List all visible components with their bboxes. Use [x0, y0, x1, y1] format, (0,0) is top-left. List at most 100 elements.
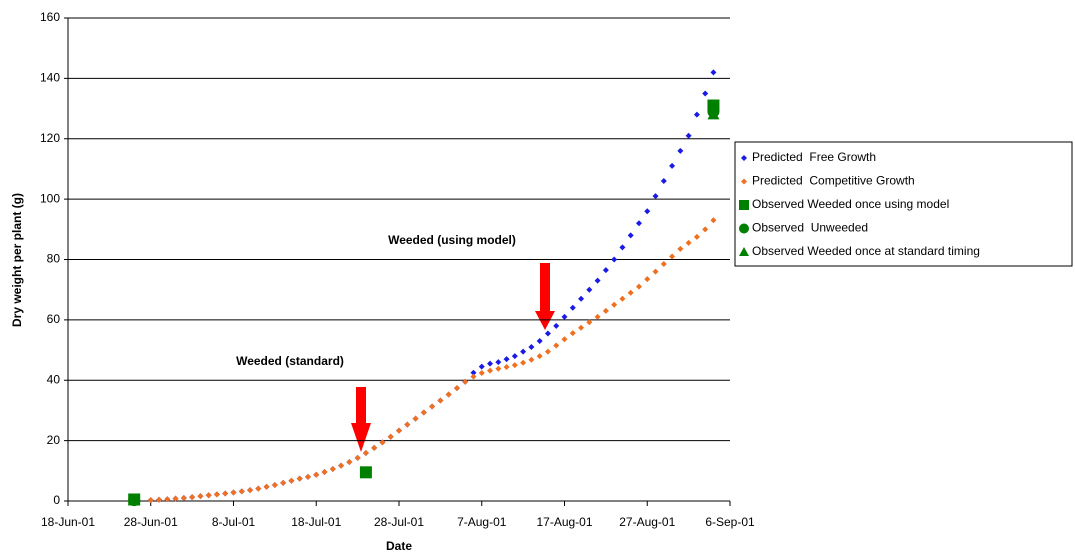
legend-marker — [739, 223, 749, 234]
y-tick-label: 140 — [40, 71, 60, 85]
point — [197, 493, 204, 500]
x-tick-label: 18-Jul-01 — [291, 515, 341, 529]
point — [470, 373, 477, 380]
point — [594, 313, 601, 320]
point — [627, 232, 634, 239]
y-tick-label: 100 — [40, 191, 60, 205]
point — [578, 324, 585, 331]
point — [128, 494, 141, 507]
point — [404, 421, 411, 428]
point — [569, 304, 576, 311]
point — [462, 378, 469, 385]
point — [362, 450, 369, 457]
point — [271, 482, 278, 489]
arrow — [351, 387, 371, 452]
point — [371, 444, 378, 451]
y-axis-title: Dry weight per plant (g) — [10, 193, 24, 327]
point — [520, 348, 527, 355]
x-tick-label: 17-Aug-01 — [536, 515, 592, 529]
point — [247, 487, 254, 494]
point — [685, 132, 692, 139]
point — [147, 497, 154, 504]
point — [693, 111, 700, 118]
point — [685, 239, 692, 246]
point — [710, 69, 717, 76]
point — [660, 178, 667, 185]
x-tick-label: 18-Jun-01 — [41, 515, 95, 529]
point — [635, 283, 642, 290]
point — [172, 495, 179, 502]
point — [205, 492, 212, 499]
point — [578, 295, 585, 302]
legend-box — [734, 141, 1073, 267]
legend-label: Predicted Competitive Growth — [752, 174, 915, 188]
legend-label: Observed Unweeded — [752, 221, 868, 235]
point — [495, 359, 502, 366]
point — [553, 322, 560, 329]
y-tick-label: 20 — [47, 433, 61, 447]
point — [180, 494, 187, 501]
arrow — [535, 263, 555, 330]
y-tick-label: 60 — [47, 312, 61, 326]
y-tick-label: 120 — [40, 131, 60, 145]
point — [478, 370, 485, 377]
point — [644, 208, 651, 215]
point — [635, 220, 642, 227]
point — [230, 489, 237, 496]
legend-label: Observed Weeded once at standard timing — [752, 244, 980, 258]
legend-marker — [739, 200, 749, 210]
point — [470, 369, 477, 376]
point — [238, 488, 245, 495]
point — [288, 477, 295, 484]
point — [396, 427, 402, 434]
point — [503, 363, 510, 370]
legend-marker — [739, 247, 749, 256]
point — [487, 360, 494, 367]
point — [379, 439, 386, 446]
point — [478, 363, 485, 370]
legend-label: Predicted Free Growth — [752, 150, 876, 164]
point — [354, 454, 361, 461]
point — [677, 245, 684, 252]
point — [710, 217, 717, 224]
point — [213, 491, 220, 498]
point — [569, 330, 576, 337]
point — [669, 162, 676, 169]
point — [487, 367, 494, 374]
point — [503, 356, 510, 363]
legend-marker — [741, 178, 747, 185]
point — [702, 90, 709, 97]
point — [644, 276, 651, 283]
point — [602, 307, 609, 314]
point — [329, 466, 336, 473]
point — [528, 356, 535, 363]
point — [544, 330, 551, 337]
point — [511, 362, 518, 369]
y-tick-label: 80 — [47, 252, 61, 266]
point — [602, 267, 609, 274]
point — [536, 353, 543, 360]
point — [611, 256, 618, 263]
point — [280, 479, 287, 486]
point — [627, 289, 634, 296]
point — [156, 496, 163, 503]
point — [652, 193, 659, 200]
point — [359, 466, 372, 479]
point — [677, 147, 684, 154]
point — [619, 244, 626, 251]
point — [619, 295, 626, 302]
point — [445, 391, 452, 398]
point — [420, 409, 427, 416]
point — [437, 397, 444, 404]
point — [611, 301, 618, 308]
x-axis-title: Date — [386, 539, 412, 553]
point — [304, 473, 311, 480]
point — [412, 415, 419, 422]
point — [536, 338, 543, 345]
point — [528, 344, 535, 351]
point — [429, 403, 436, 410]
x-tick-label: 27-Aug-01 — [619, 515, 675, 529]
point — [296, 475, 303, 482]
point — [321, 469, 328, 476]
